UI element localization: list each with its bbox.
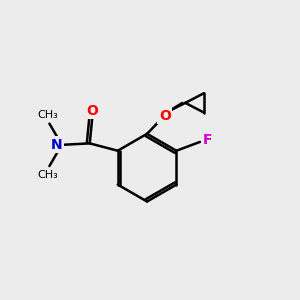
Text: O: O <box>86 104 98 118</box>
Text: N: N <box>51 138 62 152</box>
Text: CH₃: CH₃ <box>38 110 58 120</box>
Text: O: O <box>159 109 171 123</box>
Text: CH₃: CH₃ <box>38 170 58 180</box>
Text: F: F <box>202 133 212 146</box>
